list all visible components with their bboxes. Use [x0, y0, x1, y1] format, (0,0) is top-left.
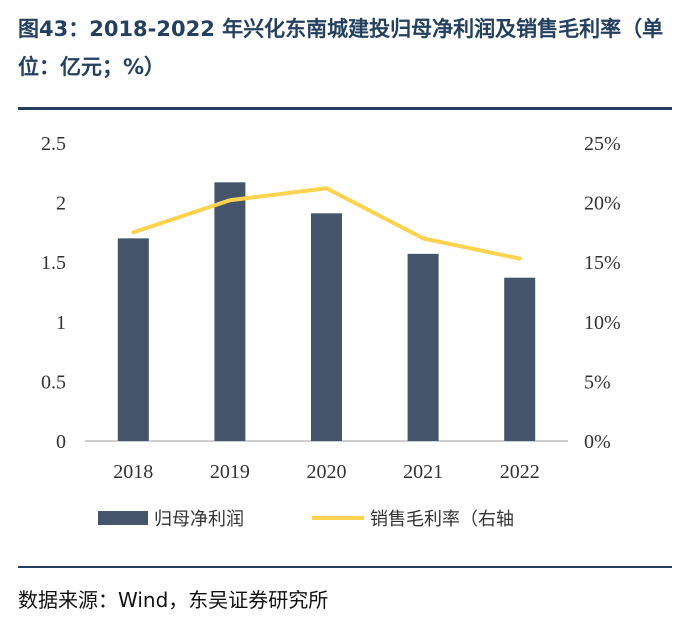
bar — [117, 238, 149, 441]
footer-divider — [18, 566, 672, 568]
chart: 2.521.510.50 25%20%15%10%5%0% 2018 2019 20… — [41, 133, 621, 530]
x-tick-label: 2021 — [403, 461, 443, 483]
bar — [214, 182, 246, 441]
bar — [407, 253, 439, 441]
legend-bar-swatch — [98, 511, 148, 525]
left-tick-label: 2 — [56, 193, 66, 215]
left-tick-label: 1.5 — [41, 252, 66, 274]
left-tick-label: 2.5 — [41, 133, 66, 155]
bar — [504, 277, 536, 441]
left-tick-label: 1 — [56, 312, 66, 334]
source-note: 数据来源：Wind，东吴证券研究所 — [18, 588, 329, 612]
chart-title: 图43：2018-2022 年兴化东南城建投归母净利润及销售毛利率（单位：亿元；… — [18, 17, 664, 79]
right-tick-label: 0% — [584, 431, 611, 453]
right-tick-label: 20% — [584, 193, 621, 215]
legend: 归母净利润 销售毛利率（右轴 — [98, 509, 514, 530]
x-tick-label: 2020 — [307, 461, 347, 483]
legend-line-label: 销售毛利率（右轴 — [370, 509, 514, 530]
legend-bar-label: 归母净利润 — [154, 509, 244, 530]
right-tick-label: 10% — [584, 312, 621, 334]
x-tick-label: 2018 — [113, 461, 153, 483]
right-tick-label: 5% — [584, 371, 611, 393]
right-tick-label: 15% — [584, 252, 621, 274]
title-divider — [18, 107, 672, 110]
left-tick-label: 0.5 — [41, 371, 66, 393]
left-axis: 2.5 2 1.5 1 0.5 0 — [41, 133, 66, 453]
x-tick-label: 2019 — [210, 461, 250, 483]
right-axis: 25% 20% 15% 10% 5% 0% — [584, 133, 621, 453]
left-tick-label: 0 — [56, 431, 66, 453]
x-tick-label: 2022 — [500, 461, 540, 483]
line-series — [131, 186, 522, 261]
x-axis: 2018 2019 2020 2021 2022 — [113, 461, 539, 483]
bar — [311, 213, 342, 441]
right-tick-label: 25% — [584, 133, 621, 155]
bar-series — [117, 182, 536, 441]
